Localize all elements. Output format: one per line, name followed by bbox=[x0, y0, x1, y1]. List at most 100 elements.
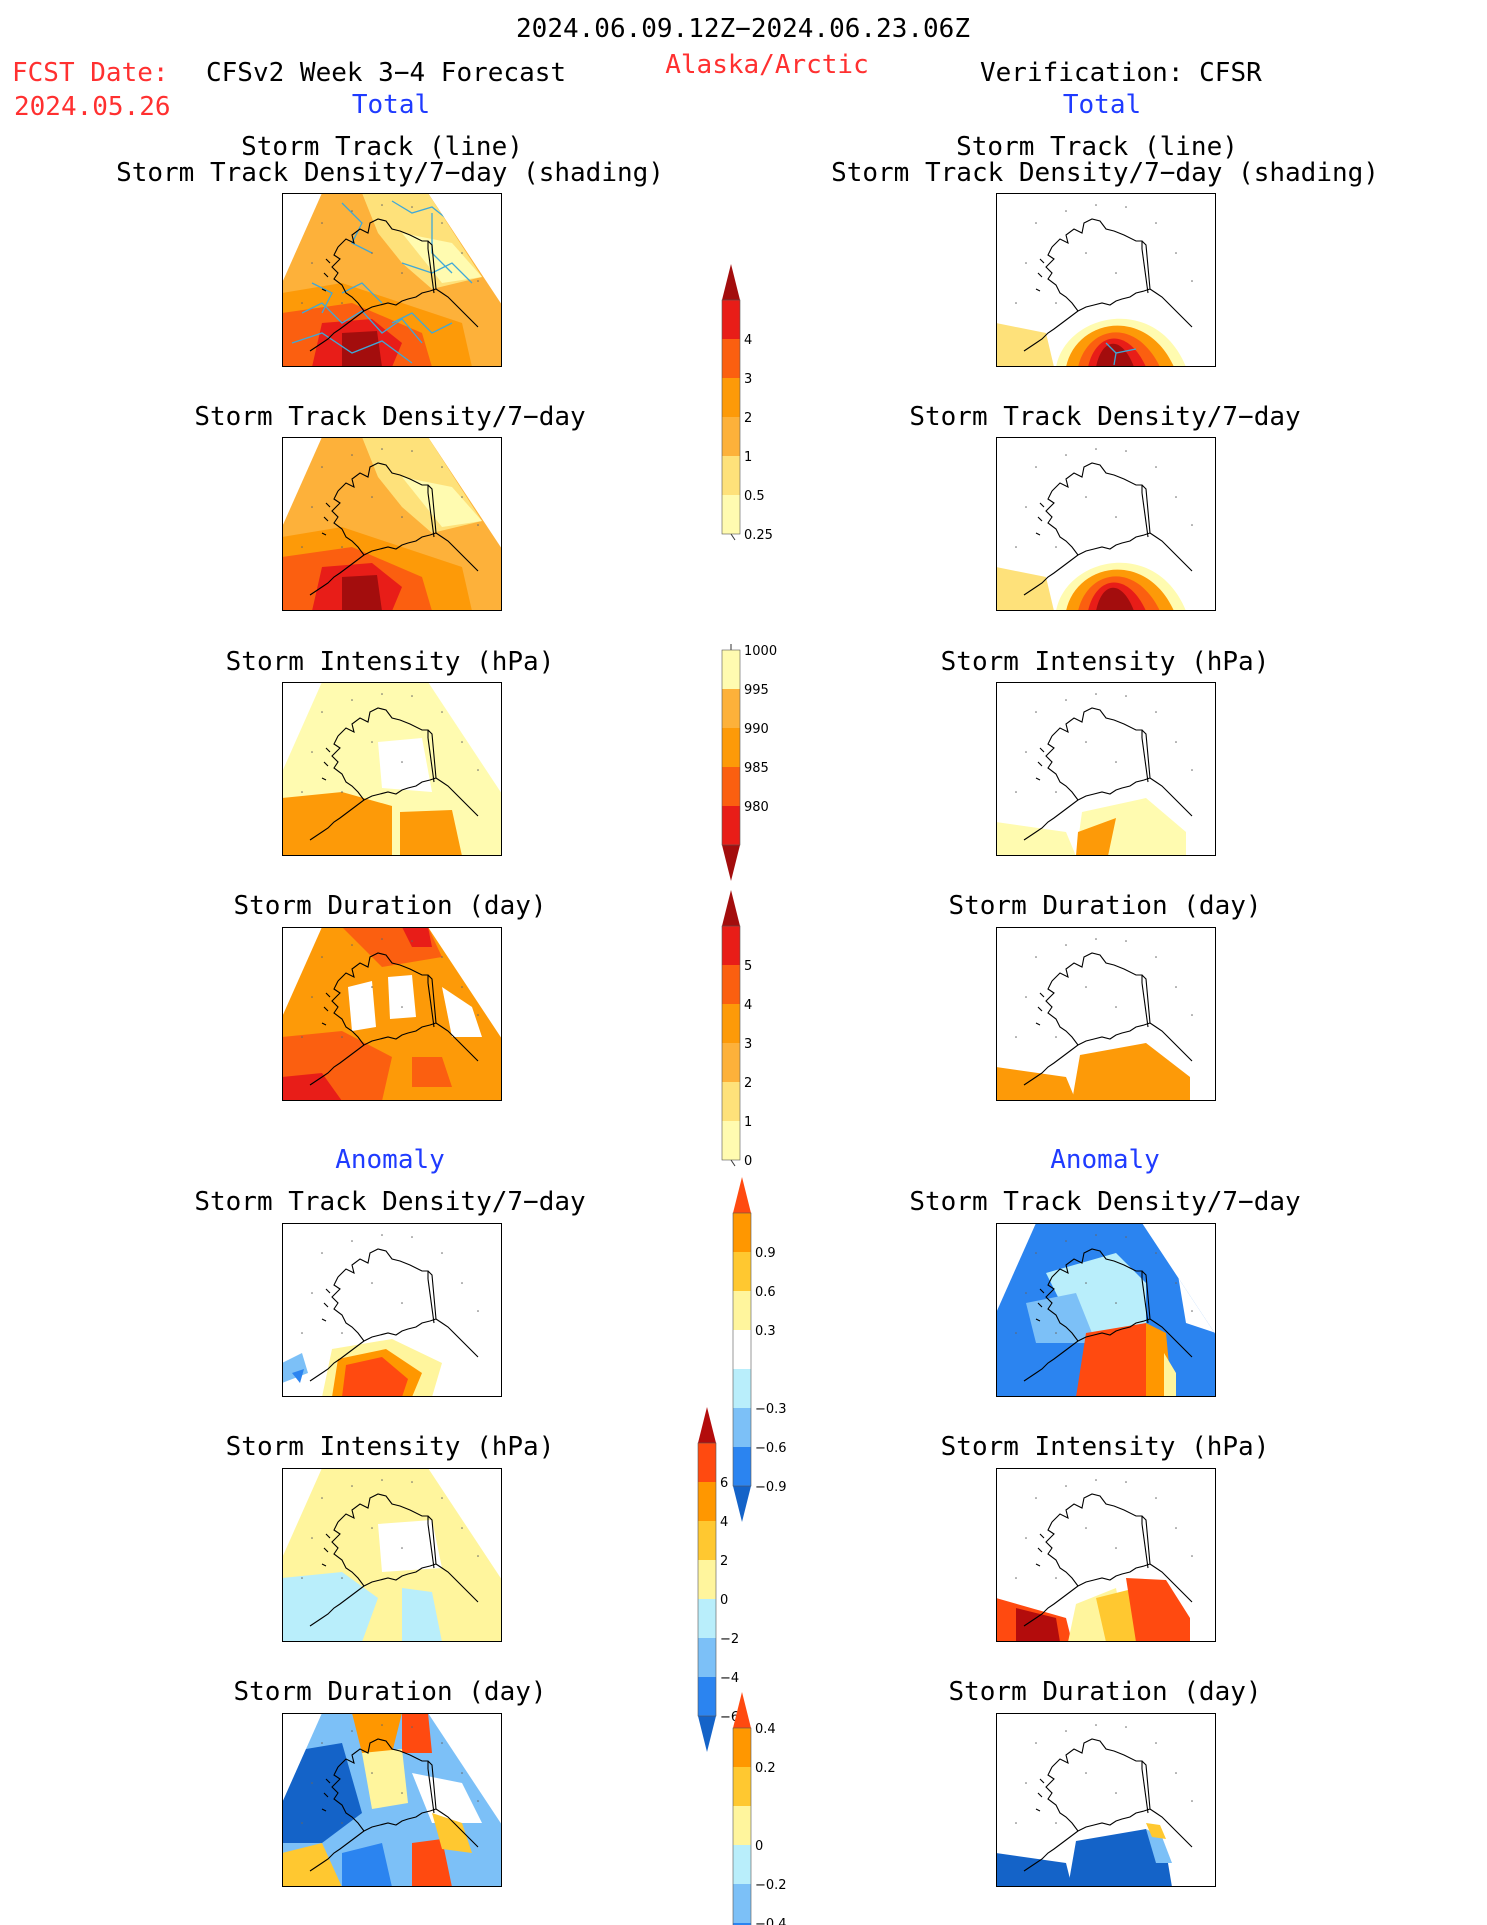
period-title: 2024.06.09.12Z−2024.06.23.06Z bbox=[516, 14, 970, 44]
duration-total-colorbar: 0 1 2 3 4 5 bbox=[721, 890, 802, 1169]
density_total-tick-label: 4 bbox=[744, 333, 752, 348]
vf-anom-density-title: Storm Track Density/7−day bbox=[909, 1187, 1301, 1217]
density_total-segment bbox=[722, 300, 740, 339]
right-total-label: Total bbox=[1062, 90, 1142, 120]
fc-anom-duration-title: Storm Duration (day) bbox=[233, 1677, 547, 1707]
duration_total-segment bbox=[722, 1082, 740, 1121]
duration_total-tick-label: 1 bbox=[744, 1115, 752, 1130]
left-total-label: Total bbox=[351, 90, 431, 120]
duration_anomaly-segment bbox=[733, 1806, 751, 1845]
fc-track-title-shading: Storm Track Density/7−day (shading) bbox=[116, 158, 664, 188]
intensity_anomaly-tick-label: 2 bbox=[720, 1554, 728, 1569]
density_total-tick-label: 1 bbox=[744, 450, 752, 465]
duration_anomaly-tick-label: −0.2 bbox=[755, 1878, 787, 1893]
intensity_anomaly-top-arrow bbox=[698, 1407, 716, 1443]
duration_total-segment bbox=[722, 965, 740, 1004]
density_anomaly-colorbar-svg: −0.9 −0.6 −0.3 0.3 0.6 0.9 bbox=[732, 1177, 787, 1522]
left-anomaly-label: Anomaly bbox=[335, 1145, 445, 1175]
fc-track-title-line: Storm Track (line) bbox=[241, 132, 523, 162]
vf-density-map bbox=[996, 437, 1216, 611]
duration_total-segment bbox=[722, 1004, 740, 1043]
vf-duration-title: Storm Duration (day) bbox=[948, 891, 1262, 921]
intensity_total-colorbar-svg: 1000 995 990 985 980 bbox=[721, 644, 777, 881]
vf-anom-intensity-map bbox=[996, 1468, 1216, 1642]
intensity_total-segment bbox=[722, 689, 740, 728]
density_anomaly-tick-label: 0.3 bbox=[755, 1324, 776, 1339]
intensity_anomaly-tick-label: 6 bbox=[720, 1476, 728, 1491]
intensity_anomaly-segment bbox=[698, 1443, 716, 1482]
intensity_anomaly-tick-label: 4 bbox=[720, 1515, 728, 1530]
duration_anomaly-segment bbox=[733, 1767, 751, 1806]
intensity_total-segment bbox=[722, 806, 740, 845]
density_anomaly-bottom-arrow bbox=[733, 1486, 751, 1522]
intensity-anomaly-colorbar: −6 −4 −2 0 2 4 6 bbox=[697, 1407, 778, 1752]
density_anomaly-segment bbox=[733, 1408, 751, 1447]
density_anomaly-segment bbox=[733, 1447, 751, 1486]
duration_total-segment bbox=[722, 1121, 740, 1160]
duration_anomaly-tick-label: 0.2 bbox=[755, 1761, 776, 1776]
density_anomaly-top-arrow bbox=[733, 1177, 751, 1213]
density_total-segment bbox=[722, 378, 740, 417]
vf-anom-duration-title: Storm Duration (day) bbox=[948, 1677, 1262, 1707]
duration_anomaly-segment bbox=[733, 1884, 751, 1923]
vf-anom-intensity-title: Storm Intensity (hPa) bbox=[940, 1432, 1270, 1462]
fc-anom-duration-map bbox=[282, 1713, 502, 1887]
vf-intensity-title: Storm Intensity (hPa) bbox=[940, 647, 1270, 677]
density_total-tick-label: 2 bbox=[744, 411, 752, 426]
duration_anomaly-segment bbox=[733, 1845, 751, 1884]
intensity_anomaly-segment bbox=[698, 1482, 716, 1521]
density_total-segment bbox=[722, 495, 740, 534]
intensity_total-segment bbox=[722, 728, 740, 767]
fc-anom-density-map bbox=[282, 1223, 502, 1397]
density_anomaly-tick-label: −0.3 bbox=[755, 1402, 787, 1417]
intensity_anomaly-tick-label: −6 bbox=[720, 1710, 739, 1725]
region-title: Alaska/Arctic bbox=[665, 50, 869, 80]
vf-anom-density-map bbox=[996, 1223, 1216, 1397]
density-anomaly-colorbar: −0.9 −0.6 −0.3 0.3 0.6 0.9 bbox=[732, 1177, 813, 1522]
intensity_total-tick-label: 990 bbox=[744, 722, 769, 737]
density_anomaly-tick-label: 0.6 bbox=[755, 1285, 776, 1300]
density-total-colorbar: 0.25 0.5 1 2 3 4 bbox=[721, 264, 802, 543]
duration_anomaly-segment bbox=[733, 1728, 751, 1767]
density_anomaly-segment bbox=[733, 1369, 751, 1408]
fc-track-map bbox=[282, 193, 502, 367]
density_anomaly-segment bbox=[733, 1291, 751, 1330]
duration_anomaly-tick-label: 0.4 bbox=[755, 1722, 776, 1737]
density_anomaly-segment bbox=[733, 1252, 751, 1291]
density_total-tick-label: 0.25 bbox=[744, 528, 773, 543]
intensity_total-tick-label: 980 bbox=[744, 800, 769, 815]
intensity_anomaly-tick-label: 0 bbox=[720, 1593, 728, 1608]
vf-track-map bbox=[996, 193, 1216, 367]
fc-duration-map bbox=[282, 927, 502, 1101]
right-anomaly-label: Anomaly bbox=[1050, 1145, 1160, 1175]
fc-intensity-map bbox=[282, 682, 502, 856]
model-title: CFSv2 Week 3−4 Forecast bbox=[206, 58, 567, 88]
duration_anomaly-top-arrow bbox=[733, 1692, 751, 1728]
density_anomaly-segment bbox=[733, 1330, 751, 1369]
density_total-tick-label: 3 bbox=[744, 372, 752, 387]
vf-intensity-map bbox=[996, 682, 1216, 856]
vf-track-title-line: Storm Track (line) bbox=[956, 132, 1238, 162]
intensity_anomaly-colorbar-svg: −6 −4 −2 0 2 4 6 bbox=[697, 1407, 739, 1752]
duration_anomaly-tick-label: −0.4 bbox=[755, 1917, 787, 1925]
duration_total-tick-label: 0 bbox=[744, 1154, 752, 1169]
intensity_total-tick-label: 1000 bbox=[744, 644, 777, 659]
duration_total-tick-label: 4 bbox=[744, 998, 752, 1013]
fc-density-title: Storm Track Density/7−day bbox=[194, 402, 586, 432]
duration_total-tick-label: 3 bbox=[744, 1037, 752, 1052]
vf-track-title-shading: Storm Track Density/7−day (shading) bbox=[831, 158, 1379, 188]
density_anomaly-tick-label: −0.9 bbox=[755, 1480, 787, 1495]
fcst-date-value: 2024.05.26 bbox=[14, 92, 171, 122]
fcst-date-label: FCST Date: bbox=[12, 58, 169, 88]
duration_total-tick-label: 5 bbox=[744, 959, 752, 974]
intensity_anomaly-segment bbox=[698, 1638, 716, 1677]
density_anomaly-tick-label: −0.6 bbox=[755, 1441, 787, 1456]
density_total-tick-label: 0.5 bbox=[744, 489, 765, 504]
duration_total-colorbar-svg: 0 1 2 3 4 5 bbox=[721, 890, 752, 1169]
intensity_anomaly-segment bbox=[698, 1599, 716, 1638]
duration_total-tick-label: 2 bbox=[744, 1076, 752, 1091]
density_total-colorbar-svg: 0.25 0.5 1 2 3 4 bbox=[721, 264, 773, 543]
vf-anom-duration-map bbox=[996, 1713, 1216, 1887]
intensity_total-segment bbox=[722, 767, 740, 806]
intensity_anomaly-bottom-arrow bbox=[698, 1716, 716, 1752]
